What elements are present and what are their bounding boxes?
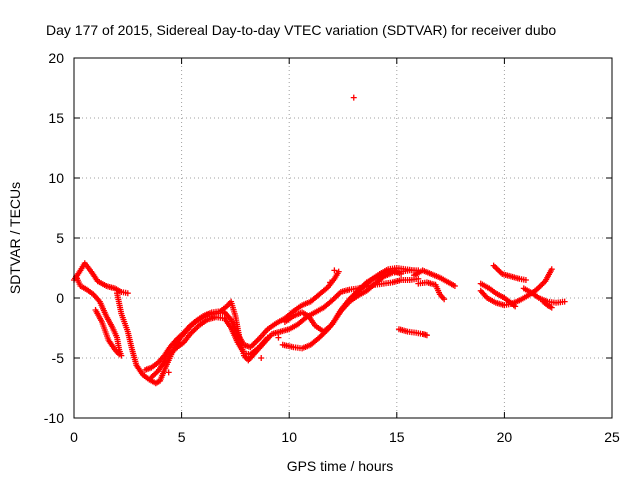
x-tick-label: 0 — [70, 429, 78, 445]
data-point — [116, 351, 123, 358]
data-point — [561, 298, 568, 305]
x-axis-title: GPS time / hours — [287, 458, 394, 474]
data-series — [71, 94, 568, 387]
chart-title: Day 177 of 2015, Sidereal Day-to-day VTE… — [46, 22, 556, 38]
x-tick-label: 10 — [281, 429, 297, 445]
data-point — [165, 369, 172, 376]
data-point — [423, 332, 430, 339]
data-point — [350, 94, 357, 101]
data-point — [512, 303, 519, 310]
data-point — [124, 290, 131, 297]
data-point — [522, 277, 529, 283]
y-axis-title: SDTVAR / TECUs — [7, 182, 23, 294]
data-point — [331, 267, 338, 274]
y-tick-label: 10 — [48, 170, 64, 186]
x-tick-label: 20 — [497, 429, 513, 445]
y-tick-label: 20 — [48, 50, 64, 66]
data-point — [398, 271, 405, 277]
x-tick-label: 15 — [389, 429, 405, 445]
data-point — [548, 304, 555, 311]
data-point — [441, 296, 448, 303]
data-point — [548, 266, 555, 273]
y-tick-label: -5 — [52, 350, 65, 366]
axis-ticks: 0 5 10 15 20 25 -10 -5 0 5 10 15 20 — [44, 50, 620, 445]
x-tick-label: 25 — [604, 429, 620, 445]
data-point — [451, 283, 458, 289]
data-point — [264, 334, 271, 341]
data-point — [275, 334, 282, 341]
y-tick-label: 0 — [56, 290, 64, 306]
x-tick-label: 5 — [178, 429, 186, 445]
data-point — [335, 268, 342, 275]
y-tick-label: 15 — [48, 110, 64, 126]
y-tick-label: -10 — [44, 410, 64, 426]
data-point — [258, 355, 265, 361]
data-point — [327, 279, 334, 286]
y-tick-label: 5 — [56, 230, 64, 246]
